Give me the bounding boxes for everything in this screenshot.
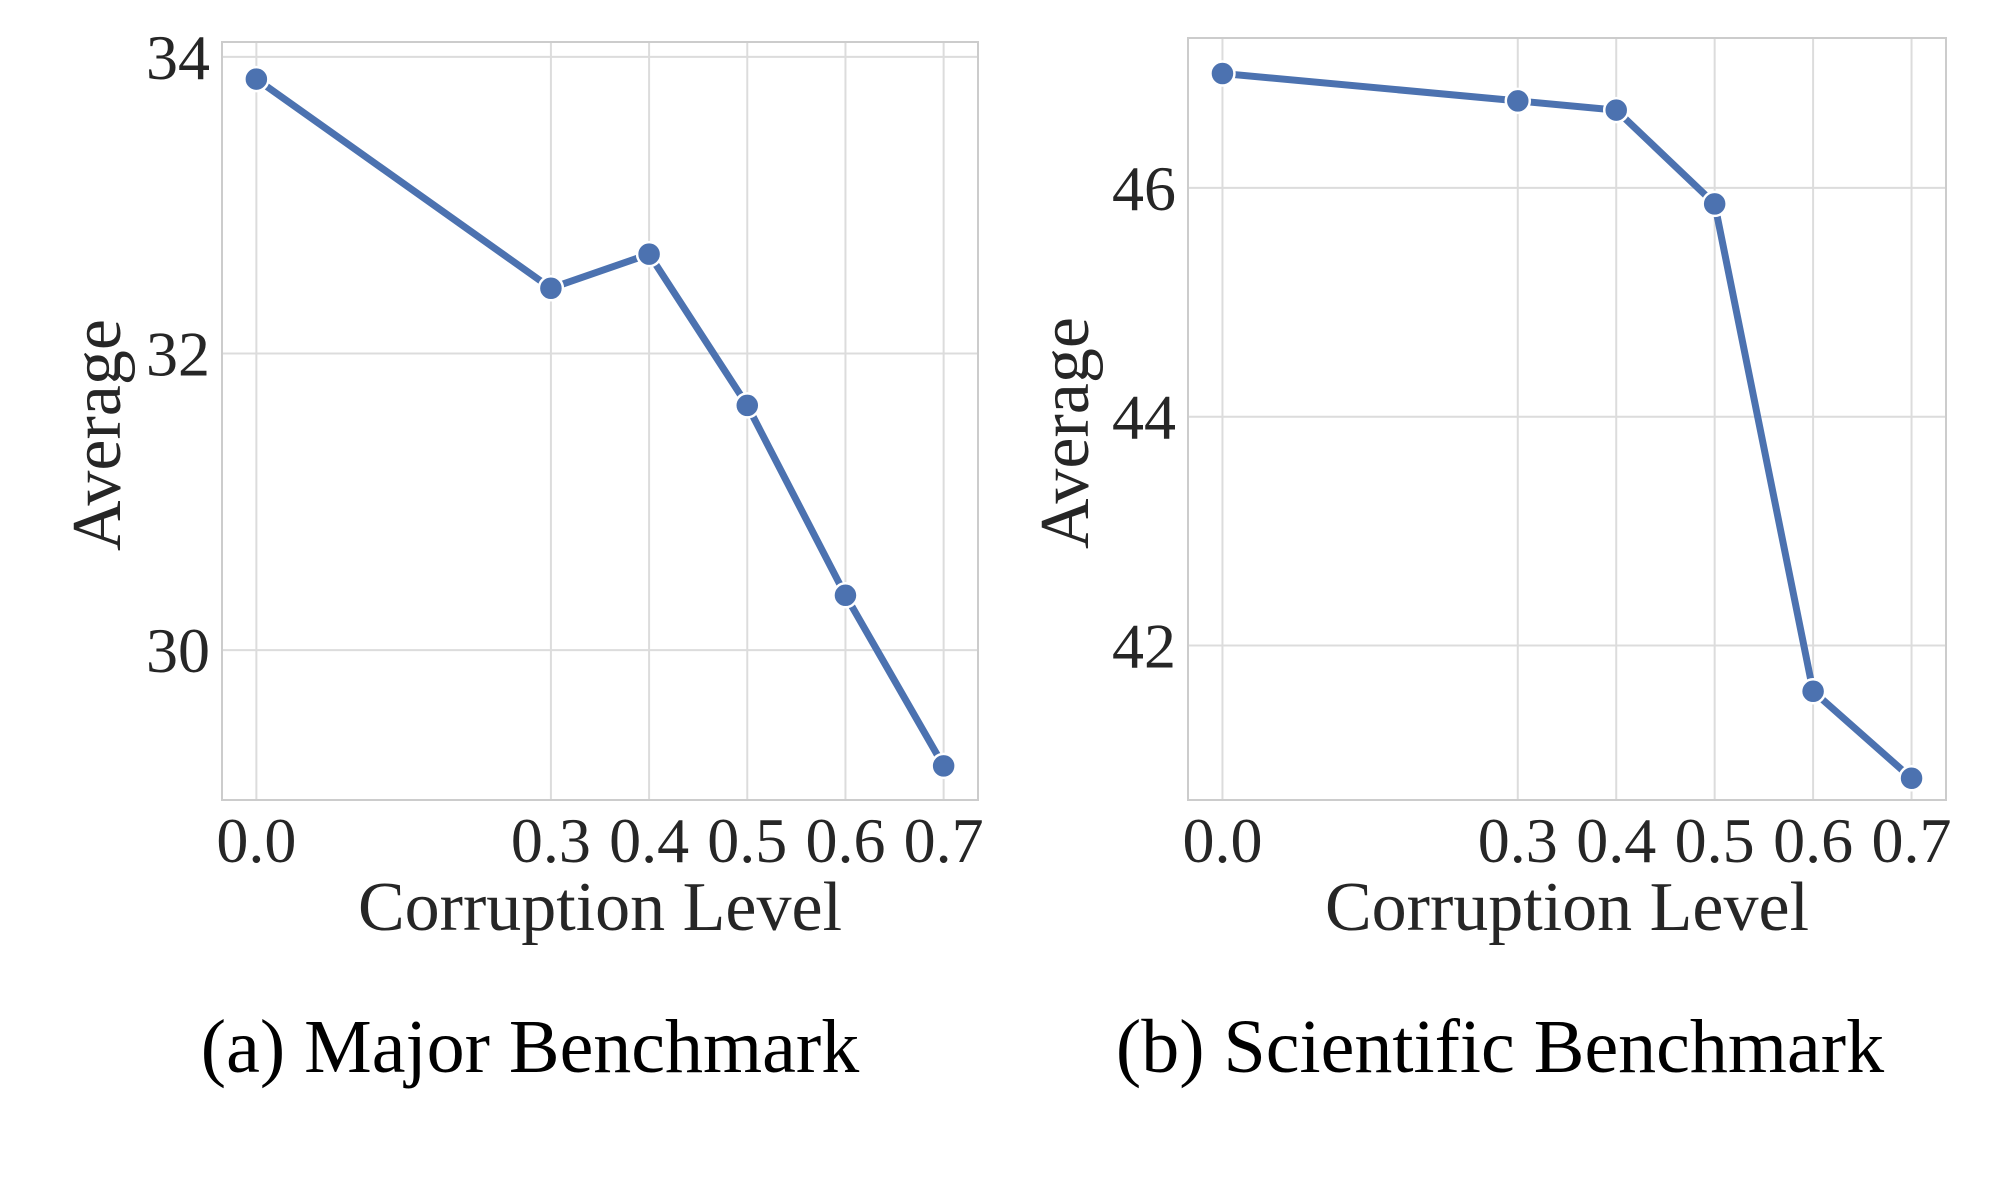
chart-scientific-benchmark: 0.0 0.3 0.4 0.5 0.6 0.7 42 44 46 Corruption Leve…	[1027, 37, 1952, 1089]
plot-frame	[1187, 37, 1947, 801]
tick-labels: 0.0 0.3 0.4 0.5 0.6 0.7 42 44 46	[1112, 153, 1952, 876]
x-tick-label: 0.4	[609, 805, 689, 876]
data-point	[734, 392, 761, 419]
series-group	[1209, 60, 1925, 792]
x-tick-label: 0.5	[707, 805, 787, 876]
x-tick-label: 0.6	[805, 805, 885, 876]
plot-frame	[221, 41, 979, 801]
y-tick-label: 46	[1112, 153, 1176, 224]
series-line	[1219, 70, 1915, 782]
tick-labels: 0.0 0.3 0.4 0.5 0.6 0.7 30 32 34	[146, 22, 984, 876]
grid-lines	[1188, 38, 1946, 800]
y-tick-label: 30	[146, 615, 210, 686]
x-axis-label: Corruption Level	[358, 869, 842, 946]
data-point	[635, 240, 663, 268]
x-tick-label: 0.6	[1773, 805, 1853, 876]
data-point	[1602, 96, 1630, 124]
data-point	[1209, 60, 1236, 87]
x-tick-label: 0.0	[216, 805, 296, 876]
x-tick-label: 0.5	[1675, 805, 1755, 876]
chart-caption: (a) Major Benchmark	[201, 1005, 859, 1089]
x-tick-label: 0.0	[1182, 805, 1262, 876]
data-point	[243, 65, 270, 93]
data-point	[1799, 678, 1827, 705]
grid-lines	[222, 42, 978, 800]
x-tick-label: 0.7	[904, 805, 984, 876]
x-tick-label: 0.7	[1872, 805, 1952, 876]
x-tick-label: 0.3	[1478, 805, 1558, 876]
data-point	[930, 752, 957, 780]
data-point	[1898, 765, 1925, 792]
y-axis-label: Average	[59, 319, 136, 551]
data-point	[537, 274, 565, 302]
chart-caption: (b) Scientific Benchmark	[1116, 1005, 1884, 1089]
y-tick-label: 32	[146, 319, 210, 390]
y-tick-label: 44	[1112, 382, 1176, 453]
y-tick-label: 34	[146, 22, 210, 93]
data-point	[1504, 87, 1532, 115]
y-axis-label: Average	[1027, 317, 1104, 549]
chart-major-benchmark: 0.0 0.3 0.4 0.5 0.6 0.7 30 32 34 Corruption Leve…	[59, 22, 984, 1089]
x-tick-label: 0.3	[511, 805, 591, 876]
data-point	[832, 582, 859, 609]
series-group	[243, 65, 957, 780]
data-point	[1701, 190, 1728, 218]
x-tick-label: 0.4	[1576, 805, 1656, 876]
y-tick-label: 42	[1112, 611, 1176, 682]
series-line	[252, 75, 948, 770]
x-axis-label: Corruption Level	[1325, 869, 1809, 946]
